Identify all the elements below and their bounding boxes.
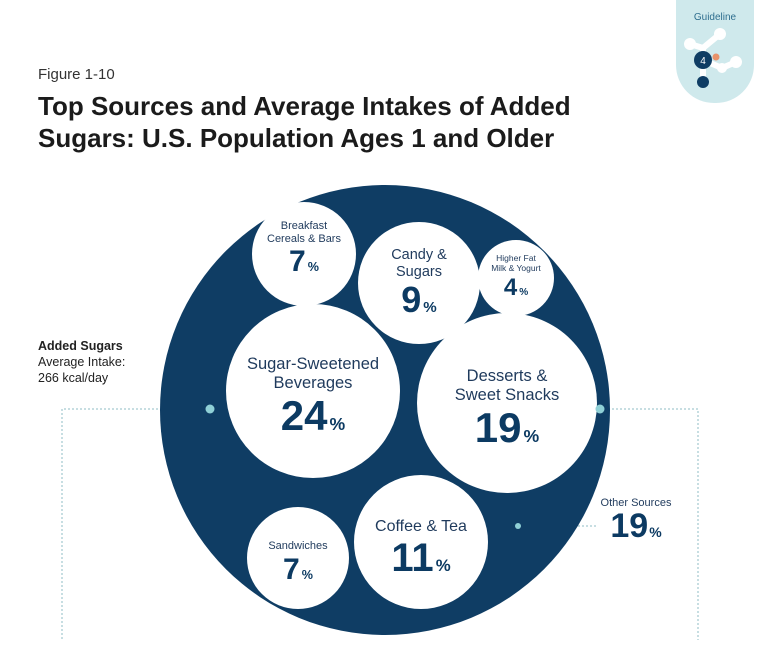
bubble-4 [252,202,356,306]
bubble-label-3: Candy & Sugars 9% [358,247,480,318]
bubble-name-line1: Higher Fat [496,253,536,263]
guideline-tab: Guideline 4 [676,0,754,103]
bubble-name-line2: Milk & Yogurt [491,262,541,273]
bubble-name-line1: Candy & [391,247,447,263]
bubble-name-line2: Sweet Snacks [454,385,560,404]
bubble-label-1: Desserts & Sweet Snacks 19% [417,367,597,449]
other-sources-name: Other Sources [600,497,672,509]
bubble-value: 7% [283,552,313,586]
other-sources-value: 19% [610,507,662,545]
bubble-3 [358,222,480,344]
bubble-value: 4% [503,273,529,301]
bubble-name-line2: Sugars [396,263,442,280]
bubble-1 [417,313,597,493]
bubble-label-4: Breakfast Cereals & Bars 7% [252,220,356,277]
bubble-name-line1: Desserts & [466,367,548,385]
bubble-6 [478,240,554,316]
guideline-number: 4 [700,56,706,67]
chart-title: Top Sources and Average Intakes of Added… [38,91,571,153]
bubble-5 [247,507,349,609]
bubble-0 [226,304,400,478]
right-anchor-dot [595,404,605,414]
guideline-molecule-icon: 4 [684,28,742,88]
bubble-label-5: Sandwiches 7% [247,540,349,585]
bubble-name-line1: Sugar-Sweetened [246,355,380,373]
outer-leader-line [600,408,699,640]
bubble-name-line1: Coffee & Tea [375,518,467,535]
guideline-label: Guideline [693,12,737,23]
left-anchor-dot [205,404,215,414]
bubble-name-line1: Sandwiches [268,540,328,552]
bubble-value: 19% [474,403,540,451]
bubble-name-line1: Breakfast [280,220,328,232]
bubble-label-0: Sugar-Sweetened Beverages 24% [226,355,400,437]
note-line-2: 266 kcal/day [38,371,109,385]
note-line-1: Average Intake: [38,355,126,369]
other-sources-label: Other Sources 19% [586,497,686,543]
note-heading: Added Sugars [38,339,123,353]
bubble-2 [354,475,488,609]
other-anchor-dot [515,523,521,529]
bubble-name-line2: Beverages [273,373,353,392]
bubble-value: 9% [401,279,437,321]
bubble-value: 24% [280,391,346,439]
bubble-name-line2: Cereals & Bars [267,232,341,245]
bubble-value: 7% [289,245,319,279]
added-sugars-note: Added Sugars Average Intake: 266 kcal/da… [38,338,125,386]
figure-label: Figure 1-10 [38,66,115,83]
bubble-label-2: Coffee & Tea 11% [354,518,488,578]
bubble-value: 11% [391,536,451,581]
bubble-label-6: Higher Fat Milk & Yogurt 4% [478,253,554,301]
